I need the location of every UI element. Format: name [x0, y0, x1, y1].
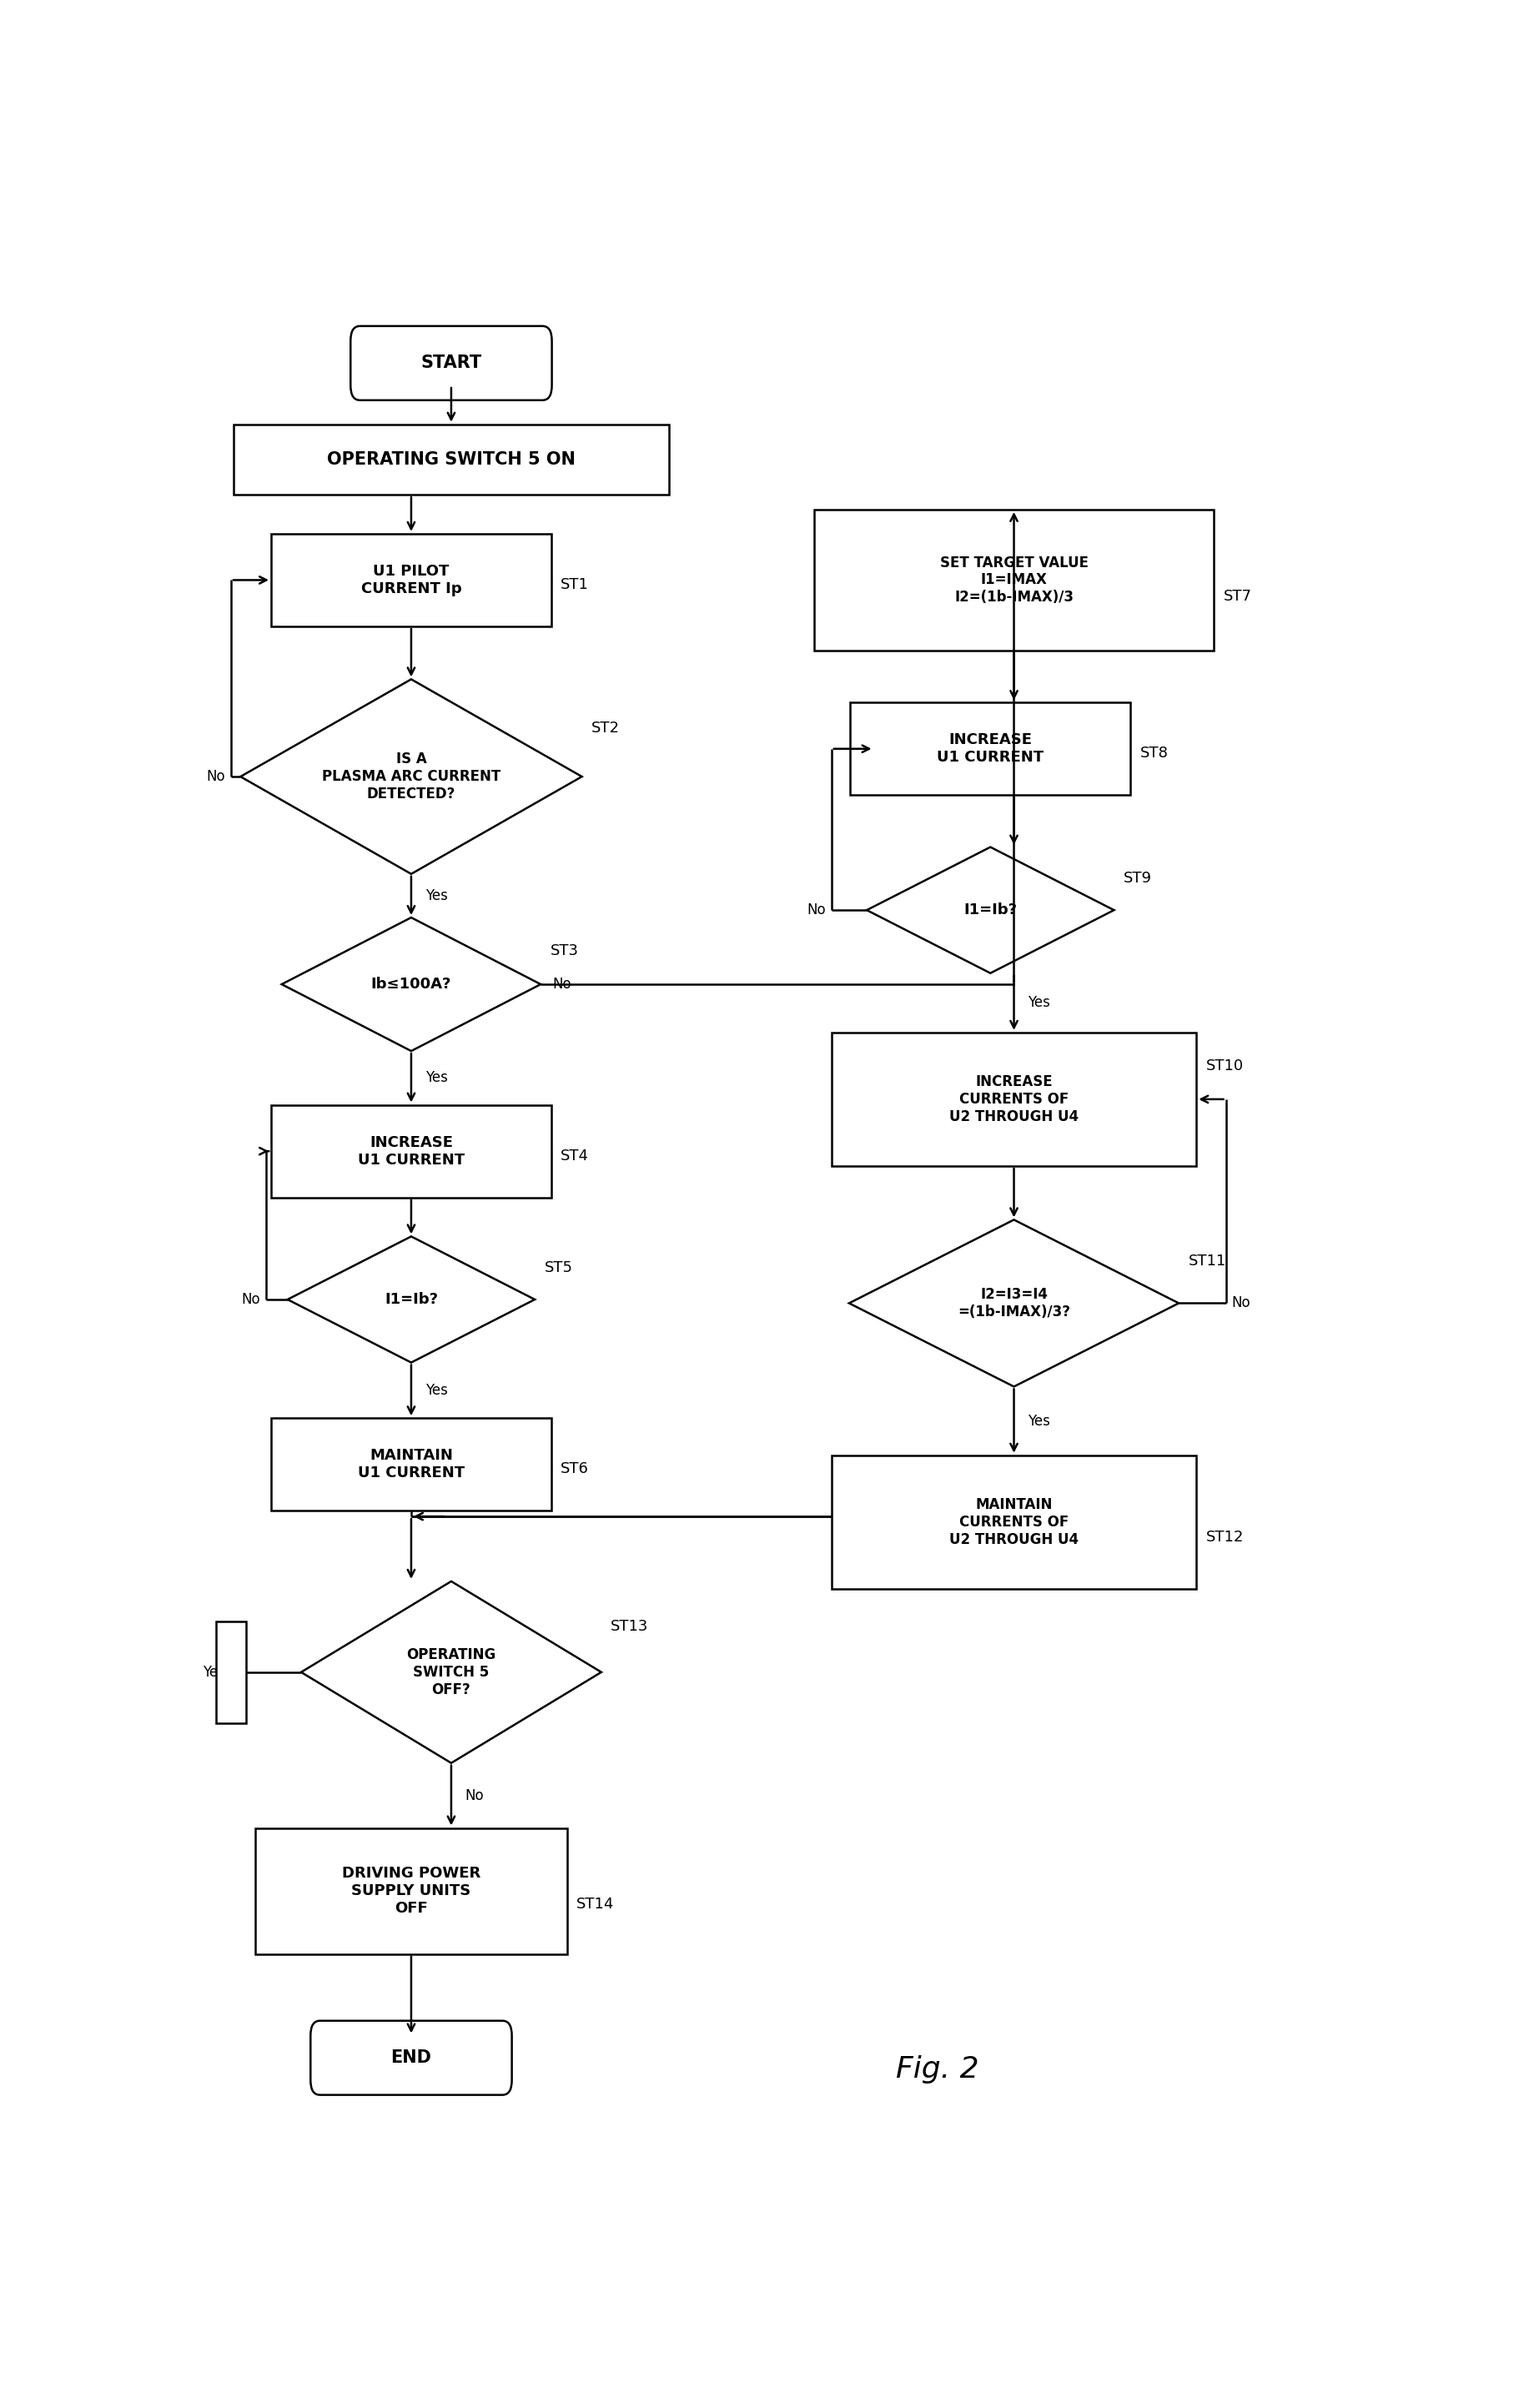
Text: Ib≤100A?: Ib≤100A?: [371, 978, 451, 992]
Polygon shape: [281, 917, 541, 1050]
Bar: [270, 1418, 551, 1510]
Bar: [216, 1621, 246, 1724]
Bar: [255, 1828, 567, 1953]
Polygon shape: [287, 1235, 535, 1363]
Polygon shape: [301, 1582, 602, 1763]
FancyBboxPatch shape: [310, 2020, 512, 2095]
Bar: [814, 510, 1214, 650]
Text: Yes: Yes: [1028, 1413, 1051, 1428]
Text: Fig. 2: Fig. 2: [896, 2054, 980, 2083]
Text: ST5: ST5: [544, 1259, 573, 1276]
Text: ST6: ST6: [561, 1462, 589, 1476]
Text: ST1: ST1: [561, 578, 589, 592]
Text: INCREASE
U1 CURRENT: INCREASE U1 CURRENT: [358, 1134, 465, 1168]
Polygon shape: [849, 1221, 1179, 1387]
Text: Yes: Yes: [1028, 995, 1051, 1011]
Text: No: No: [465, 1789, 485, 1804]
Text: MAINTAIN
CURRENTS OF
U2 THROUGH U4: MAINTAIN CURRENTS OF U2 THROUGH U4: [949, 1498, 1078, 1546]
Bar: [831, 1033, 1197, 1165]
Text: ST3: ST3: [550, 944, 579, 958]
Bar: [270, 535, 551, 626]
Text: No: No: [207, 768, 225, 785]
Text: ST8: ST8: [1139, 746, 1168, 761]
Text: I2=I3=I4
=(1b-IMAX)/3?: I2=I3=I4 =(1b-IMAX)/3?: [957, 1286, 1071, 1320]
Text: START: START: [421, 354, 482, 371]
Bar: [270, 1105, 551, 1197]
Text: Yes: Yes: [425, 1382, 448, 1397]
Polygon shape: [867, 848, 1113, 973]
FancyBboxPatch shape: [351, 325, 551, 400]
Text: I1=Ib?: I1=Ib?: [963, 903, 1018, 917]
Bar: [831, 1454, 1197, 1589]
Text: OPERATING SWITCH 5 ON: OPERATING SWITCH 5 ON: [327, 450, 576, 467]
Text: Yes: Yes: [202, 1664, 225, 1681]
Text: END: END: [390, 2049, 431, 2066]
Text: No: No: [553, 978, 571, 992]
Text: No: No: [807, 903, 826, 917]
Text: I1=Ib?: I1=Ib?: [384, 1293, 437, 1308]
Bar: [851, 703, 1130, 795]
Text: ST11: ST11: [1188, 1255, 1226, 1269]
Text: SET TARGET VALUE
I1=IMAX
I2=(1b-IMAX)/3: SET TARGET VALUE I1=IMAX I2=(1b-IMAX)/3: [940, 556, 1088, 604]
Text: ST2: ST2: [591, 720, 620, 734]
Text: U1 PILOT
CURRENT Ip: U1 PILOT CURRENT Ip: [362, 563, 462, 597]
Text: ST12: ST12: [1206, 1529, 1244, 1544]
Text: Yes: Yes: [425, 1072, 448, 1086]
Text: ST9: ST9: [1124, 872, 1151, 886]
Text: INCREASE
CURRENTS OF
U2 THROUGH U4: INCREASE CURRENTS OF U2 THROUGH U4: [949, 1074, 1078, 1125]
Text: INCREASE
U1 CURRENT: INCREASE U1 CURRENT: [937, 732, 1044, 766]
Bar: [234, 424, 668, 494]
Text: OPERATING
SWITCH 5
OFF?: OPERATING SWITCH 5 OFF?: [407, 1647, 495, 1698]
Text: ST13: ST13: [611, 1618, 649, 1635]
Text: IS A
PLASMA ARC CURRENT
DETECTED?: IS A PLASMA ARC CURRENT DETECTED?: [322, 751, 501, 802]
Polygon shape: [240, 679, 582, 874]
Text: No: No: [1232, 1296, 1250, 1310]
Text: MAINTAIN
U1 CURRENT: MAINTAIN U1 CURRENT: [358, 1447, 465, 1481]
Text: Yes: Yes: [425, 889, 448, 903]
Text: ST4: ST4: [561, 1149, 589, 1163]
Text: ST7: ST7: [1223, 590, 1252, 604]
Text: No: No: [242, 1293, 261, 1308]
Text: ST10: ST10: [1206, 1060, 1244, 1074]
Text: DRIVING POWER
SUPPLY UNITS
OFF: DRIVING POWER SUPPLY UNITS OFF: [342, 1866, 480, 1917]
Text: ST14: ST14: [577, 1898, 615, 1912]
